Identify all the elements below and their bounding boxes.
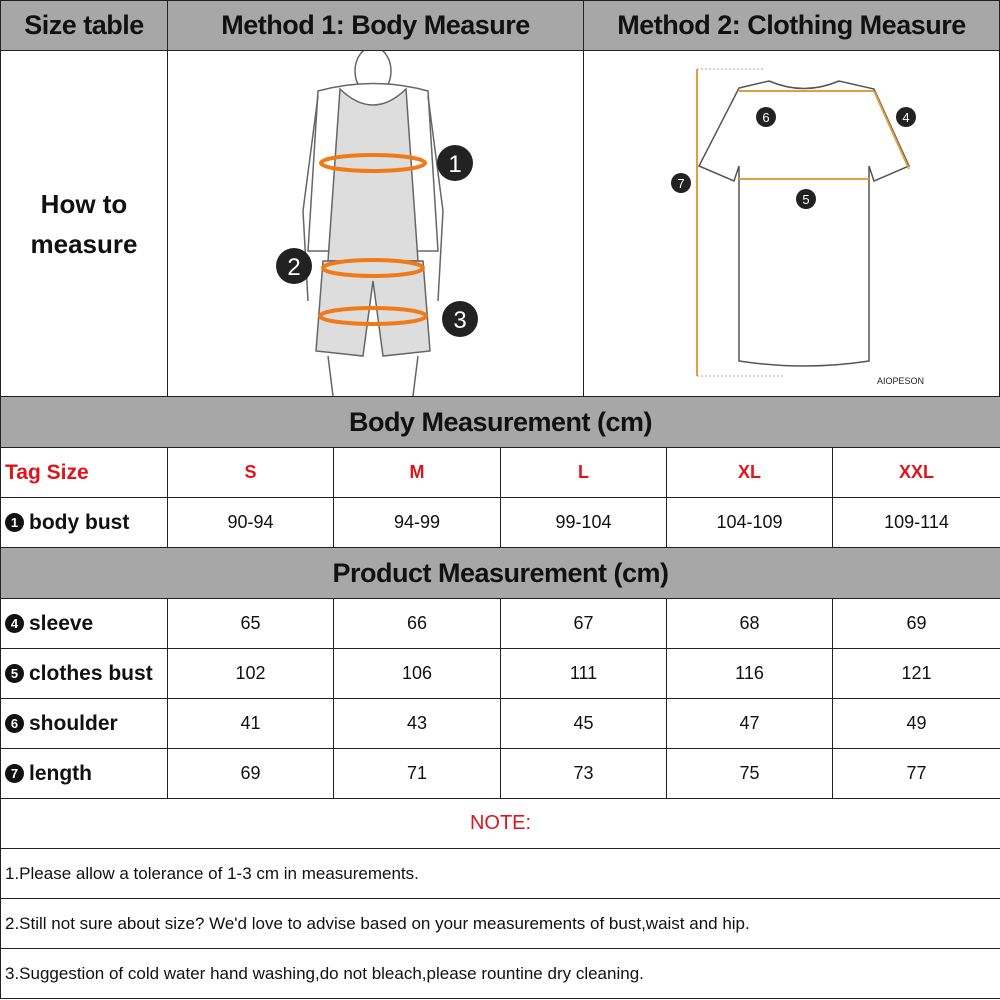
table-cell: 116 [666,648,833,699]
marker-6: 6 [762,110,769,125]
number-badge: 7 [5,764,24,783]
table-cell: 69 [167,748,334,799]
row-label-clothes-bust: 5 clothes bust [0,648,168,699]
size-header-xxl: XXL [832,447,1000,498]
size-header-s: S [167,447,334,498]
note-line: 1.Please allow a tolerance of 1-3 cm in … [0,848,1000,899]
table-cell: 99-104 [500,497,667,548]
row-label-text: clothes bust [29,661,153,685]
marker-4: 4 [902,110,909,125]
marker-7: 7 [677,176,684,191]
table-cell: 109-114 [832,497,1000,548]
size-header-xl: XL [666,447,833,498]
marker-5: 5 [802,192,809,207]
row-label-body-bust: 1 body bust [0,497,168,548]
row-label-sleeve: 4 sleeve [0,598,168,649]
table-cell: 49 [832,698,1000,749]
number-badge: 5 [5,664,24,683]
table-cell: 65 [167,598,334,649]
table-cell: 111 [500,648,667,699]
table-cell: 73 [500,748,667,799]
body-measurement-title: Body Measurement (cm) [0,396,1000,448]
table-cell: 102 [167,648,334,699]
table-cell: 67 [500,598,667,649]
table-cell: 45 [500,698,667,749]
table-cell: 106 [333,648,501,699]
table-cell: 77 [832,748,1000,799]
table-cell: 41 [167,698,334,749]
table-cell: 47 [666,698,833,749]
note-line: 2.Still not sure about size? We'd love t… [0,898,1000,949]
how-to-measure-label: How to measure [0,50,168,397]
number-badge: 1 [5,513,24,532]
row-label-text: sleeve [29,611,94,635]
note-line: 3.Suggestion of cold water hand washing,… [0,948,1000,999]
clothing-measure-illustration: 6 4 5 7 AIOPESON [583,50,1000,397]
note-title: NOTE: [0,798,1000,849]
row-label-length: 7 length [0,748,168,799]
header-method-2: Method 2: Clothing Measure [583,0,1000,51]
brand-watermark: AIOPESON [877,376,924,386]
size-header-l: L [500,447,667,498]
marker-3: 3 [453,307,466,334]
table-cell: 71 [333,748,501,799]
table-cell: 69 [832,598,1000,649]
tag-size-label: Tag Size [0,447,168,498]
table-cell: 104-109 [666,497,833,548]
table-cell: 68 [666,598,833,649]
table-cell: 121 [832,648,1000,699]
number-badge: 4 [5,614,24,633]
header-method-1: Method 1: Body Measure [167,0,584,51]
table-cell: 75 [666,748,833,799]
marker-1: 1 [448,151,461,178]
table-cell: 43 [333,698,501,749]
marker-2: 2 [287,254,300,281]
row-label-text: shoulder [29,711,118,735]
table-cell: 90-94 [167,497,334,548]
header-size-table: Size table [0,0,168,51]
table-cell: 66 [333,598,501,649]
body-measure-illustration: 1 2 3 [167,50,584,397]
row-label-text: length [29,761,92,785]
row-label-shoulder: 6 shoulder [0,698,168,749]
size-header-m: M [333,447,501,498]
table-cell: 94-99 [333,497,501,548]
row-label-text: body bust [29,510,130,534]
product-measurement-title: Product Measurement (cm) [0,547,1000,599]
number-badge: 6 [5,714,24,733]
